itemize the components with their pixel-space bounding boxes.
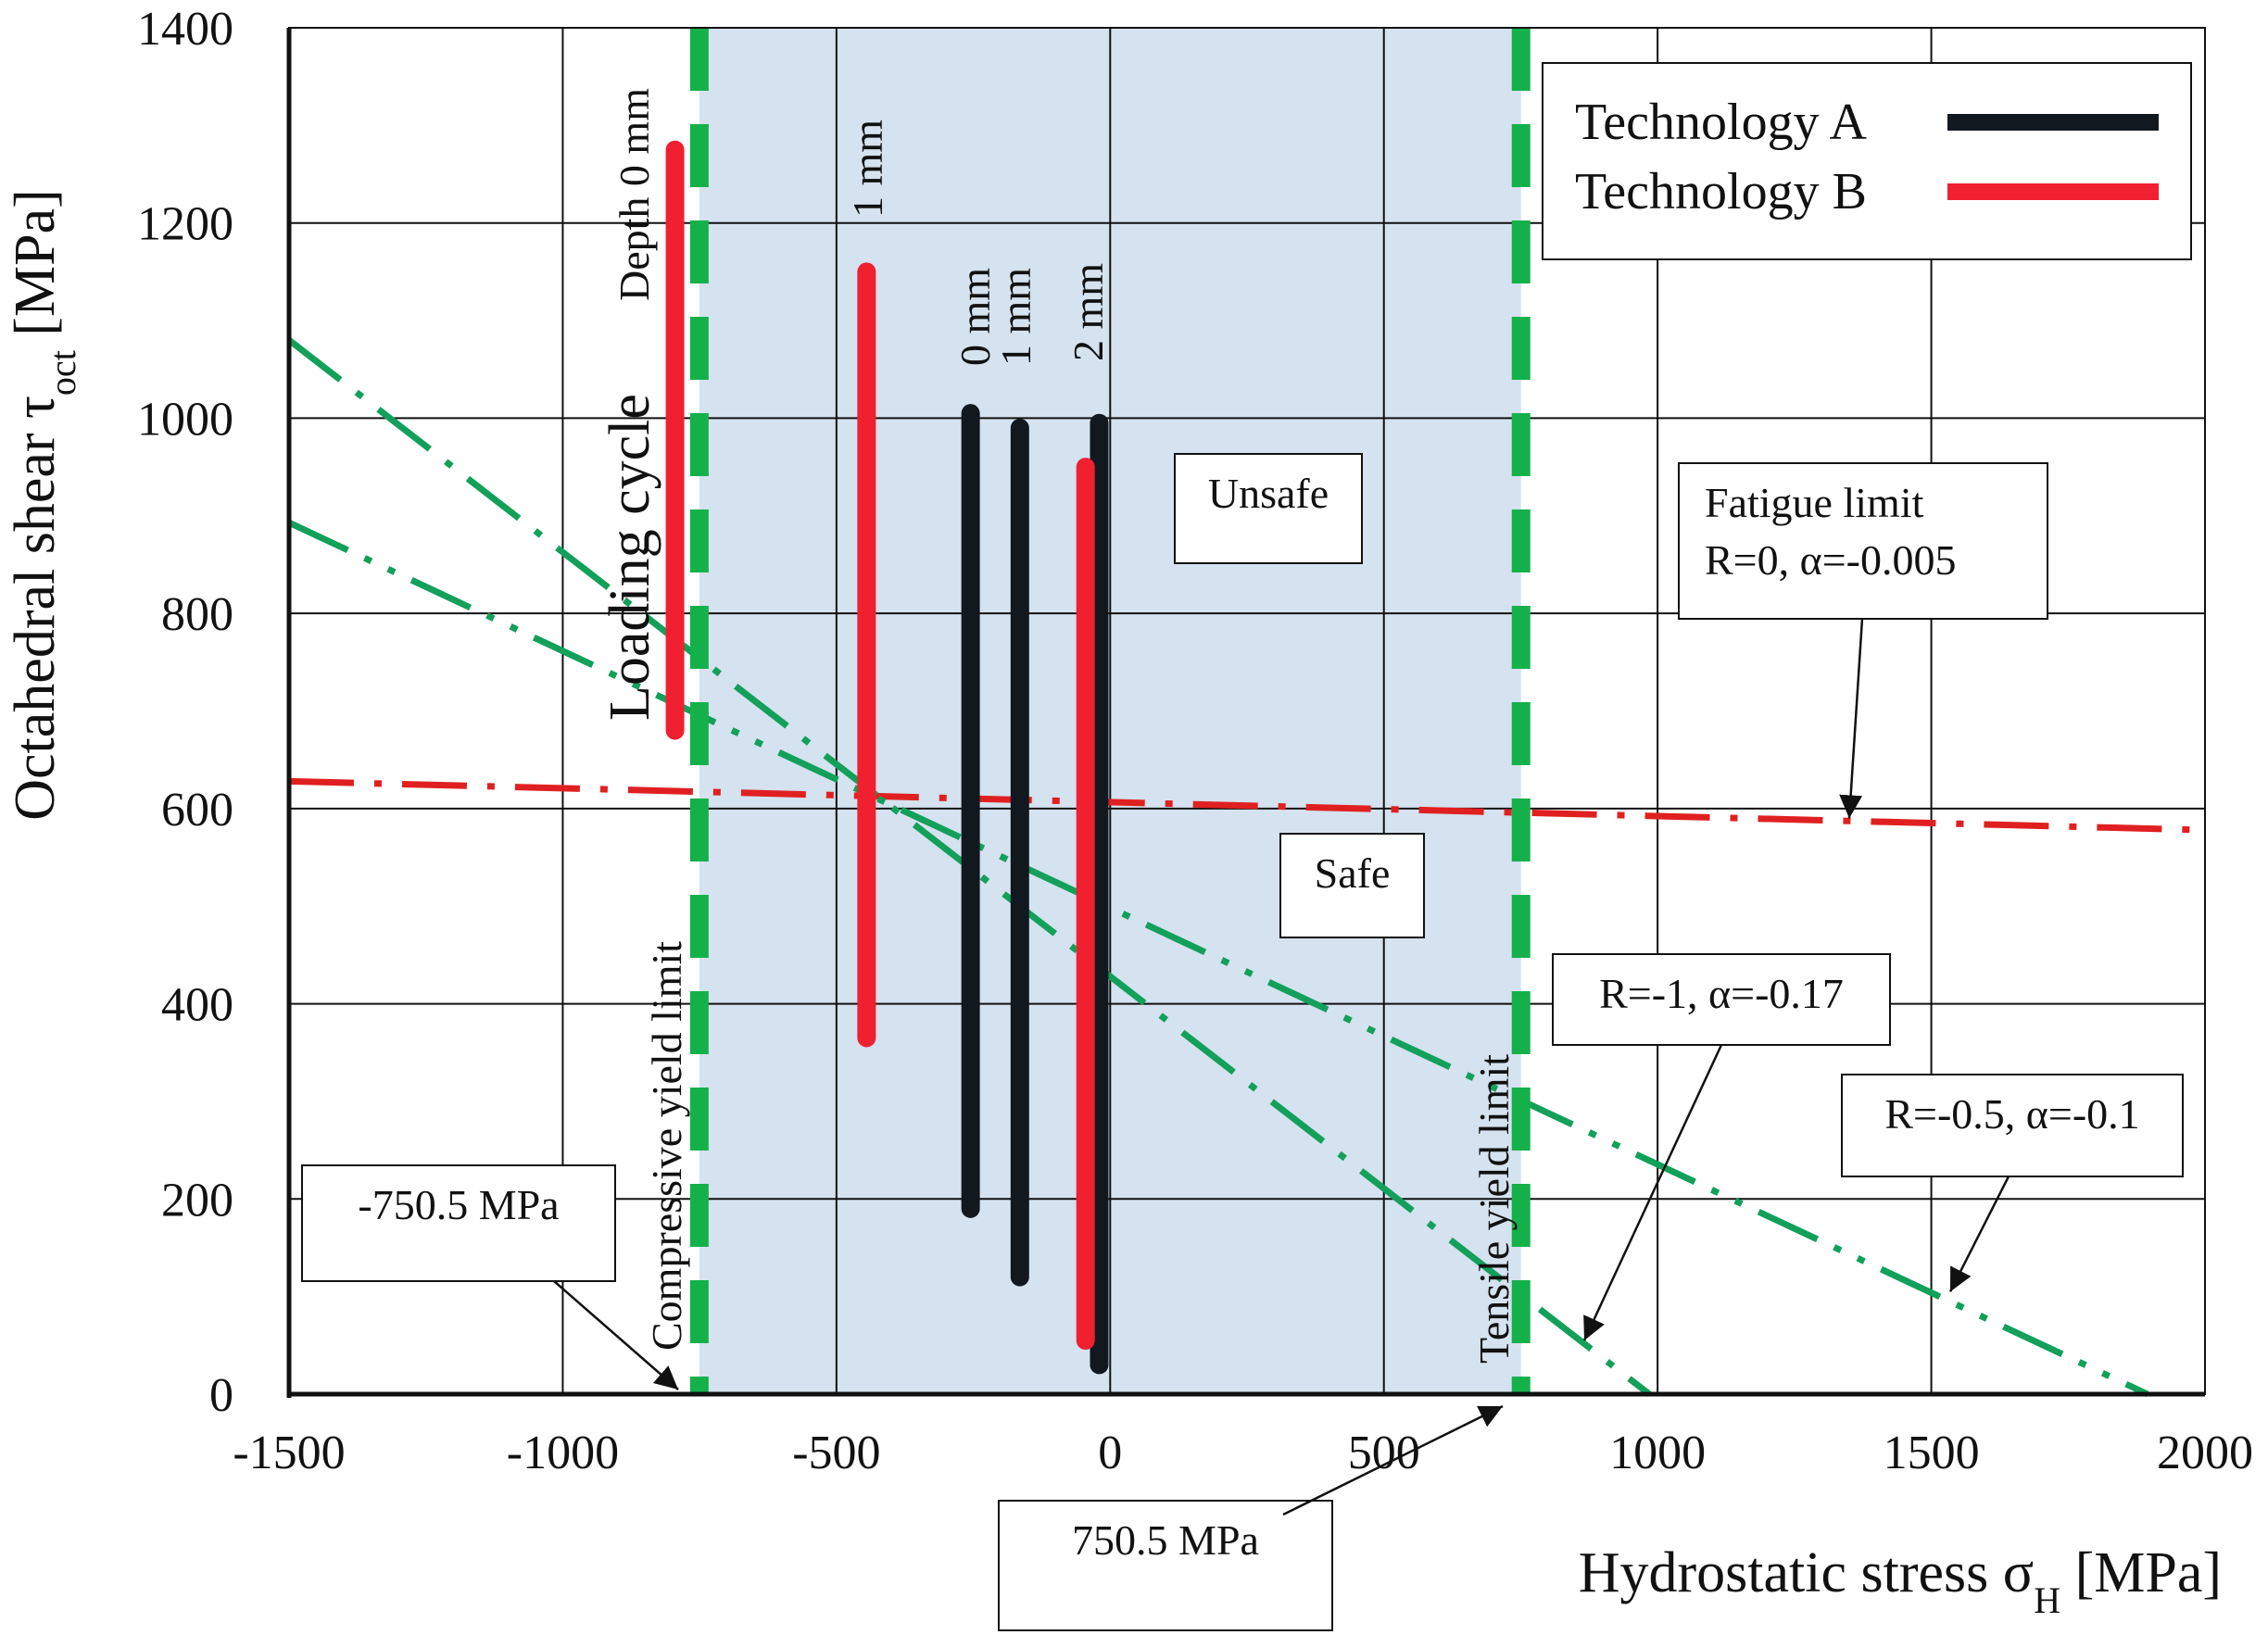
fatigue-limit-line-0 [288,777,2206,834]
legend: Technology A Technology B [1542,62,2192,260]
x-tick-label: 1000 [1609,1427,1706,1479]
fatigue-r-m05-arrow [1948,1176,2010,1292]
legend-box [1542,62,2192,260]
annotation-boxes-layer: Unsafe Safe Fatigue limit R=0, α=-0.005 R=-1… [301,453,2184,1631]
loading-cycle-title: Loading cycle [598,394,662,721]
axes-layer [286,27,2206,1398]
y-tick-label: 1200 [137,198,233,251]
svg-text:R=0, α=-0.005: R=0, α=-0.005 [1705,536,1957,584]
svg-text:R=-0.5, α=-0.1: R=-0.5, α=-0.1 [1884,1090,2139,1138]
compressive-yield-label: Compressive yield limit [643,941,690,1351]
fatigue-r-m1-arrow [1582,1044,1723,1341]
fatigue-limit-line-2 [287,519,2149,1398]
compressive-value-box: -750.5 MPa [301,1164,616,1282]
y-tick-label: 200 [161,1174,233,1226]
svg-text:-750.5 MPa: -750.5 MPa [358,1181,559,1228]
tensile-yield-label: Tensile yield limit [1470,1054,1518,1364]
x-tick-label: -500 [792,1427,880,1479]
loading-cycle-label-3: 1 mm [992,268,1040,366]
fatigue-r-m1-box: R=-1, α=-0.17 [1552,953,1891,1046]
svg-text:750.5 MPa: 750.5 MPa [1072,1516,1259,1564]
loading-cycle-layer [665,140,1109,1375]
x-axis-title: Hydrostatic stress σH [MPa] [1579,1541,2222,1621]
loading-cycle-label-2: 0 mm [951,268,999,366]
x-tick-label: 0 [1098,1427,1122,1479]
svg-text:Safe: Safe [1315,849,1391,897]
plot-frame [288,27,2206,1395]
svg-text:Unsafe: Unsafe [1208,470,1329,517]
legend-label-1: Technology B [1575,163,1867,220]
y-tick-label: 0 [209,1369,233,1422]
fatigue-lines-layer [286,337,2206,1398]
safe-label-box: Safe [1279,833,1425,938]
svg-text:R=-1, α=-0.17: R=-1, α=-0.17 [1599,970,1844,1017]
fatigue-r-m05-box: R=-0.5, α=-0.1 [1841,1074,2184,1177]
y-tick-label: 800 [161,588,233,641]
legend-label-0: Technology A [1575,94,1867,151]
x-tick-label: -1500 [233,1427,345,1479]
x-tick-label: -1000 [507,1427,619,1479]
y-tick-label: 1400 [137,3,233,56]
fatigue-limit-line-1 [286,337,1652,1397]
loading-cycle-label-1: 1 mm [844,119,891,218]
loading-cycle-label-4: 2 mm [1065,263,1112,361]
x-tick-label: 1500 [1884,1427,1980,1479]
y-tick-label: 600 [161,784,233,836]
y-axis-title: Octahedral shear τoct [MPa] [4,189,83,820]
compressive-value-arrow [553,1280,679,1390]
tensile-value-arrow [1282,1404,1504,1516]
labels-layer: -1500 -1000 -500 0 500 1000 1500 20000200400600… [4,3,2253,1621]
y-tick-label: 1000 [137,393,233,446]
x-tick-label: 2000 [2157,1427,2253,1479]
fatigue-r0-arrow [1839,618,1864,819]
y-tick-label: 400 [161,979,233,1032]
svg-text:Fatigue limit: Fatigue limit [1705,479,1924,526]
unsafe-label-box: Unsafe [1174,453,1363,564]
fatigue-r0-box: Fatigue limit R=0, α=-0.005 [1678,462,2048,620]
tensile-value-box: 750.5 MPa [998,1500,1333,1631]
loading-cycle-label-0: Depth 0 mm [611,88,658,301]
yield-lines-layer [689,28,1531,1394]
